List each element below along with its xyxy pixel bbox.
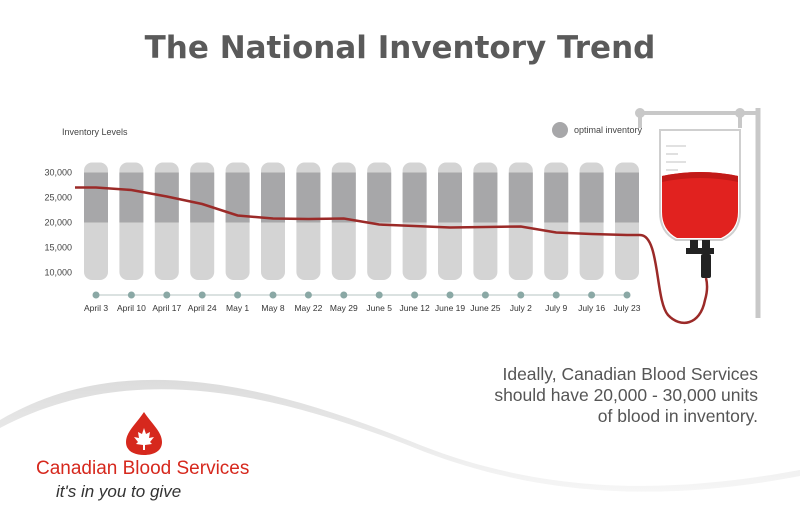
legend-swatch — [552, 122, 568, 138]
x-axis-ticks: April 3 April 10 April 17 April 24 May 1 May … — [84, 303, 641, 313]
x-tick-label: July 23 — [614, 303, 641, 313]
optimal-range-bar — [473, 172, 498, 223]
x-tick-label: April 17 — [152, 303, 181, 313]
x-tick-label: June 5 — [366, 303, 392, 313]
x-tick-label: July 16 — [578, 303, 605, 313]
optimal-range-bar — [402, 172, 427, 223]
timeline-dot — [623, 291, 631, 299]
timeline-dot — [340, 291, 348, 299]
optimal-range-bar — [579, 172, 604, 223]
x-tick-label: April 3 — [84, 303, 108, 313]
legend-label: optimal inventory — [574, 125, 643, 135]
timeline-dot — [304, 291, 312, 299]
timeline-dot — [517, 291, 525, 299]
y-tick-label: 15,000 — [44, 243, 72, 253]
y-tick-label: 10,000 — [44, 268, 72, 278]
logo-tagline: it's in you to give — [56, 482, 182, 501]
decorative-wave — [0, 379, 800, 530]
x-tick-label: May 1 — [226, 303, 249, 313]
optimal-range-bar — [119, 172, 144, 223]
caption-line-1: Ideally, Canadian Blood Services — [502, 364, 758, 384]
optimal-range-bar — [615, 172, 639, 223]
optimal-range-bar — [84, 172, 108, 223]
blood-tube — [639, 233, 709, 324]
optimal-range-bar — [367, 172, 392, 223]
timeline-dot — [198, 291, 206, 299]
timeline-dot — [163, 291, 171, 299]
optimal-range-bar — [544, 172, 569, 223]
timeline-dot — [552, 291, 560, 299]
optimal-range-bar — [331, 172, 356, 223]
timeline-dot — [481, 291, 489, 299]
timeline-dot — [92, 291, 100, 299]
caption-line-3: of blood in inventory. — [597, 406, 758, 426]
x-tick-label: May 22 — [294, 303, 322, 313]
y-tick-label: 25,000 — [44, 193, 72, 203]
optimal-range-bar — [296, 172, 321, 223]
x-tick-label: April 10 — [117, 303, 146, 313]
x-tick-label: May 29 — [330, 303, 358, 313]
y-tick-label: 30,000 — [44, 168, 72, 178]
caption: Ideally, Canadian Blood Services should … — [418, 364, 758, 427]
y-axis-ticks: 10,000 15,000 20,000 25,000 30,000 — [44, 168, 72, 278]
page-title: The National Inventory Trend — [144, 30, 656, 66]
x-tick-label: June 19 — [435, 303, 466, 313]
x-tick-label: May 8 — [261, 303, 284, 313]
x-tick-label: July 9 — [545, 303, 567, 313]
x-tick-label: June 25 — [470, 303, 501, 313]
timeline-dot — [234, 291, 242, 299]
timeline-dot — [411, 291, 419, 299]
timeline-dot — [269, 291, 277, 299]
timeline — [92, 291, 631, 299]
timeline-dot — [446, 291, 454, 299]
logo-name: Canadian Blood Services — [36, 458, 250, 479]
y-axis-label: Inventory Levels — [62, 127, 128, 137]
timeline-dot — [127, 291, 135, 299]
series-line-inventory — [75, 186, 640, 237]
caption-line-2: should have 20,000 - 30,000 units — [494, 385, 758, 405]
x-tick-label: July 2 — [510, 303, 532, 313]
canadian-blood-services-logo: Canadian Blood Services it's in you to g… — [36, 410, 266, 510]
x-tick-label: April 24 — [188, 303, 217, 313]
timeline-dot — [375, 291, 383, 299]
blood-bag-icon — [635, 108, 761, 318]
optimal-range-bars — [84, 162, 639, 280]
optimal-range-bar — [190, 172, 215, 223]
optimal-range-bar — [508, 172, 533, 223]
y-tick-label: 20,000 — [44, 218, 72, 228]
blood-drop-maple-leaf-icon — [126, 412, 162, 455]
optimal-range-bar — [261, 172, 285, 223]
timeline-dot — [588, 291, 596, 299]
optimal-range-bar — [438, 172, 462, 223]
x-tick-label: June 12 — [399, 303, 430, 313]
